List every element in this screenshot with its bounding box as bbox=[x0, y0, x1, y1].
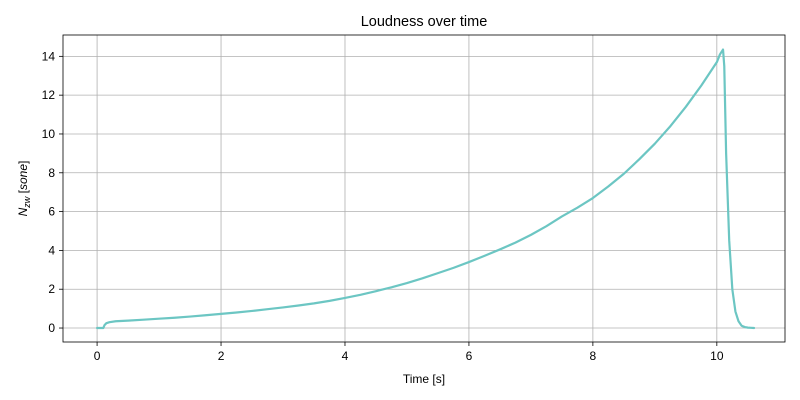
y-tick-label: 10 bbox=[42, 127, 56, 141]
y-tick-label: 12 bbox=[42, 88, 56, 102]
x-axis-ticks: 0 2 4 6 8 10 bbox=[94, 342, 724, 363]
chart-title: Loudness over time bbox=[361, 14, 488, 30]
y-tick-label: 2 bbox=[48, 282, 55, 296]
x-axis-label: Time [s] bbox=[403, 372, 445, 386]
x-tick-label: 4 bbox=[342, 349, 349, 363]
x-tick-label: 2 bbox=[218, 349, 225, 363]
y-tick-label: 6 bbox=[48, 205, 55, 219]
plot-frame bbox=[62, 34, 786, 343]
series-layer bbox=[95, 48, 756, 330]
y-tick-label: 4 bbox=[48, 243, 55, 257]
y-axis-label-subscript: zw bbox=[22, 196, 32, 209]
y-axis-label-bracket-close: ] bbox=[16, 161, 30, 164]
y-axis-label-unit: sone bbox=[16, 164, 30, 190]
x-tick-label: 8 bbox=[590, 349, 597, 363]
x-tick-label: 0 bbox=[94, 349, 101, 363]
y-axis-label-bracket-open: [ bbox=[16, 189, 30, 196]
grid bbox=[63, 35, 785, 342]
x-tick-label: 10 bbox=[710, 349, 724, 363]
y-axis-label-symbol: N bbox=[16, 207, 30, 216]
y-tick-label: 8 bbox=[48, 166, 55, 180]
y-axis-label: Nzw [sone] bbox=[16, 161, 32, 217]
y-tick-label: 14 bbox=[42, 49, 56, 63]
y-tick-label: 0 bbox=[48, 321, 55, 335]
series-line bbox=[95, 48, 756, 330]
y-axis-ticks: 0 2 4 6 8 10 12 14 bbox=[42, 49, 63, 335]
x-tick-label: 6 bbox=[466, 349, 473, 363]
